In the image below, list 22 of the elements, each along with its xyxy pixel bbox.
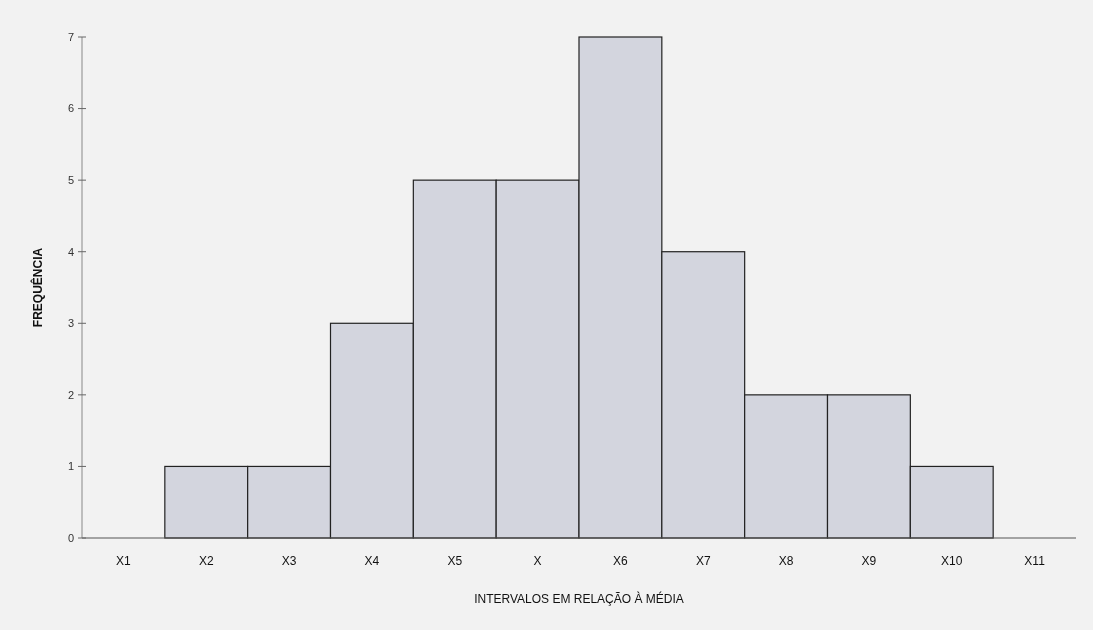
x-axis-title: INTERVALOS EM RELAÇÃO À MÉDIA xyxy=(474,591,684,606)
y-tick-label: 4 xyxy=(67,245,74,258)
x-tick-label: X1 xyxy=(116,554,132,568)
y-tick-label: 5 xyxy=(67,173,74,186)
x-tick-label: X8 xyxy=(778,554,794,568)
x-tick-label: X11 xyxy=(1024,554,1046,568)
x-tick-label: X6 xyxy=(613,554,629,568)
y-tick-label: 6 xyxy=(67,102,74,115)
x-tick-label: X3 xyxy=(281,554,297,568)
x-tick-label: X10 xyxy=(941,554,963,568)
y-tick-label: 2 xyxy=(67,388,74,401)
y-tick-label: 0 xyxy=(67,531,74,544)
y-tick-label: 1 xyxy=(67,460,74,473)
y-axis-title: FREQUÊNCIA xyxy=(30,247,45,328)
x-tick-label: X4 xyxy=(364,554,380,568)
x-tick-label: X5 xyxy=(447,554,463,568)
y-tick-label: 7 xyxy=(67,30,74,43)
y-tick-label: 3 xyxy=(67,317,74,330)
x-tick-label: X7 xyxy=(695,554,711,568)
x-tick-label: X xyxy=(533,554,542,568)
x-tick-label: X2 xyxy=(198,554,214,568)
x-tick-label: X9 xyxy=(861,554,877,568)
